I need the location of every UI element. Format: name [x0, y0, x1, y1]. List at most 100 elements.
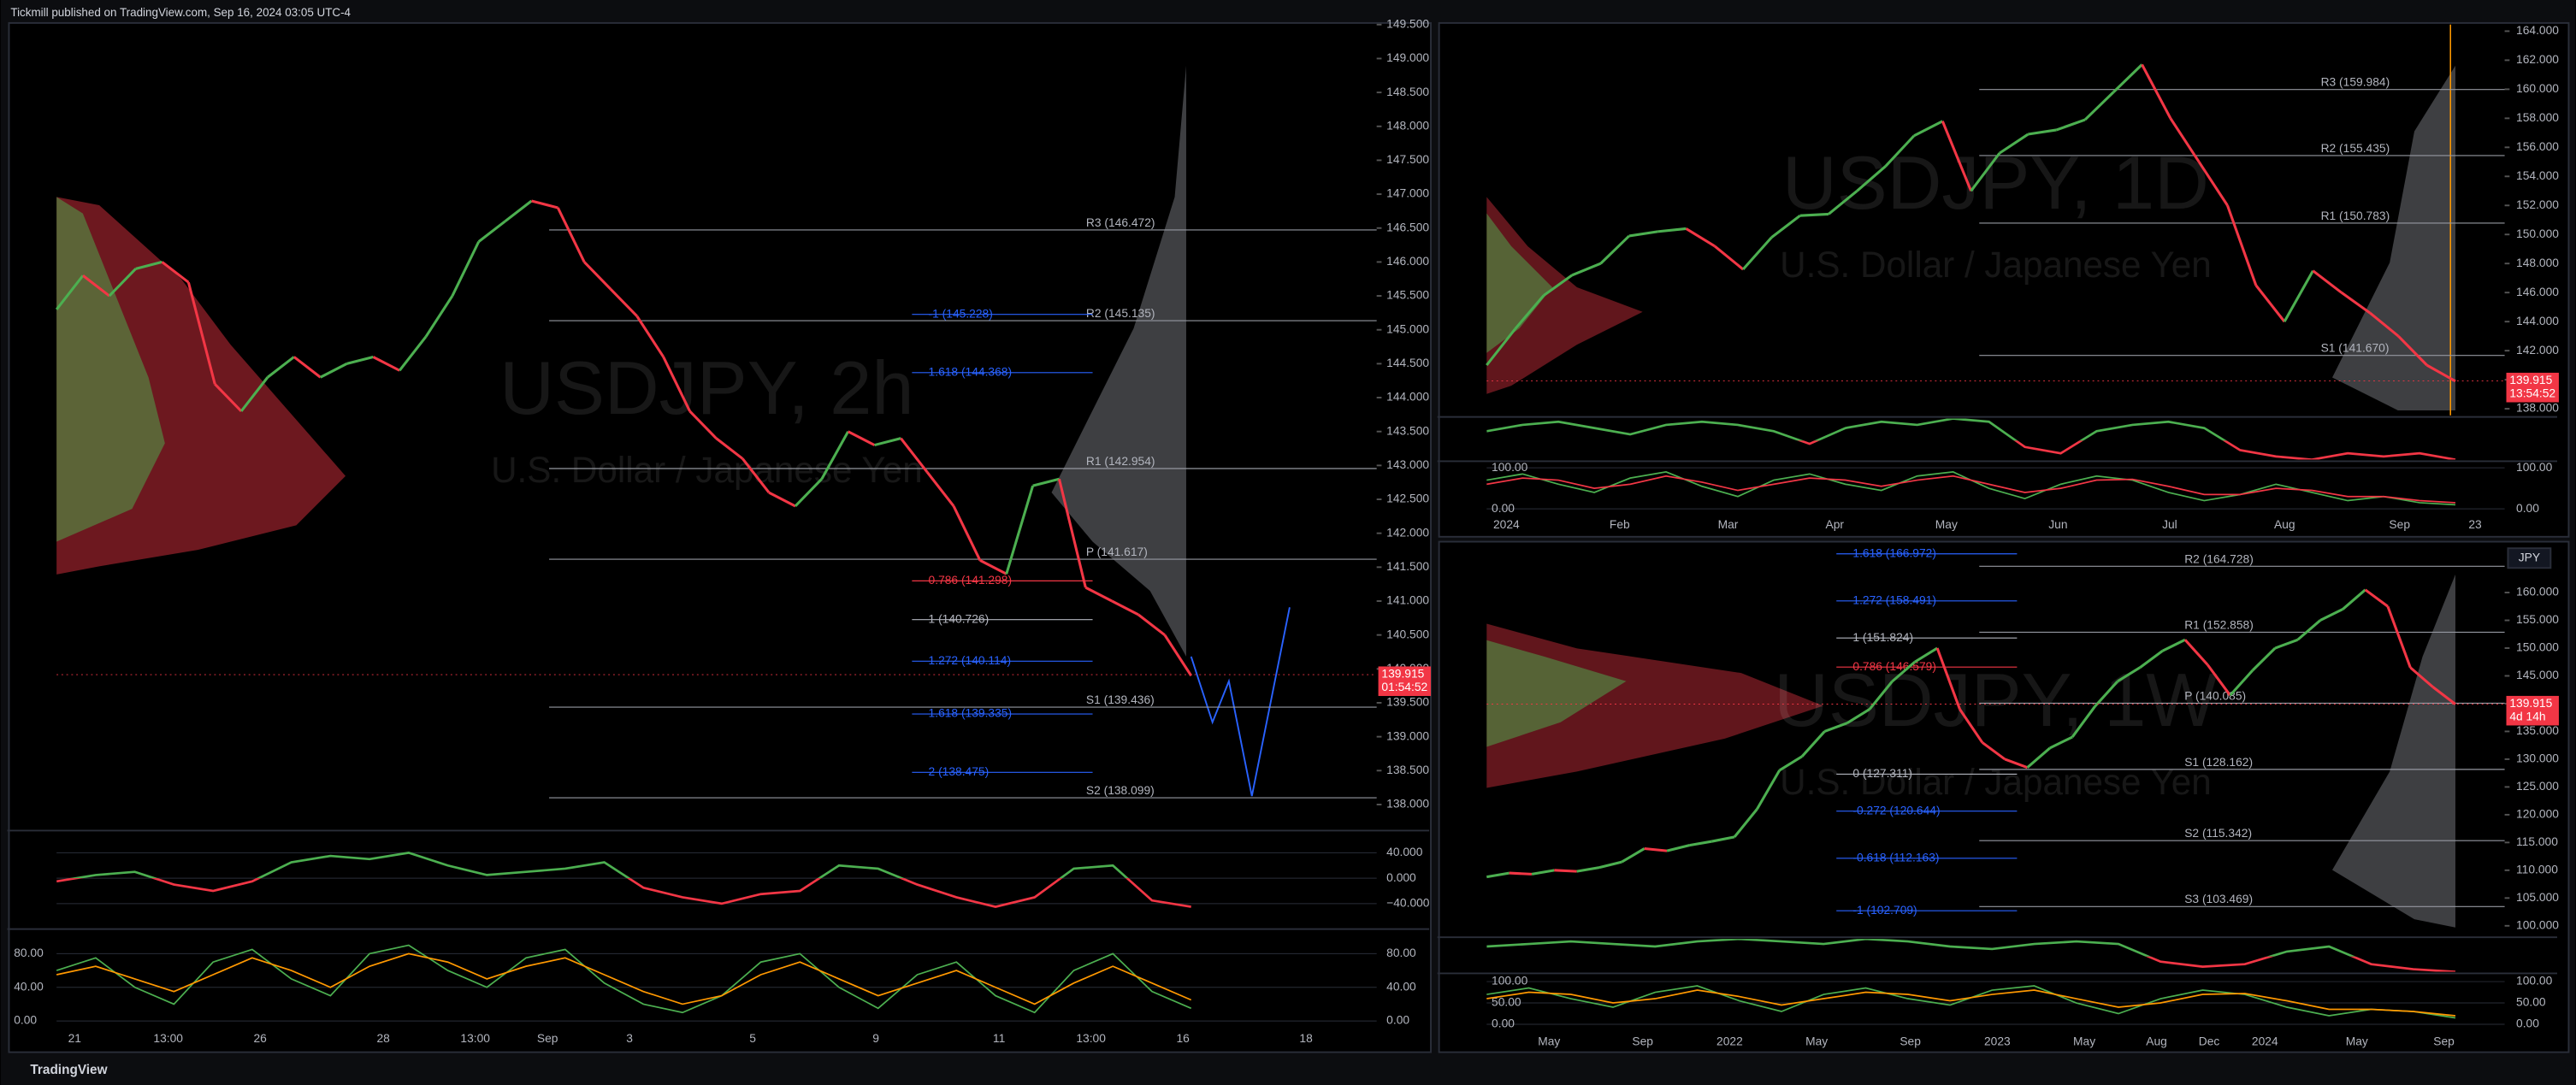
indicator-tick-label-left: 0.00 [1492, 501, 1515, 515]
price-segment [2112, 63, 2143, 93]
pivot-label: R3 (159.984) [2321, 75, 2390, 89]
y-tick-label: 141.500 [1386, 559, 1429, 573]
price-segment [2226, 204, 2258, 286]
pivot-label: P (141.617) [1086, 545, 1148, 558]
pivot-label: P (140.085) [2184, 688, 2246, 702]
price-segment [2117, 666, 2142, 683]
volume-profile [2332, 65, 2455, 410]
price-segment [1628, 230, 1658, 238]
price-label: 139.915 [2509, 696, 2552, 710]
fib-label: 1.618 (139.335) [929, 706, 1013, 720]
x-tick-label: Aug [2146, 1035, 2167, 1048]
price-segment [874, 437, 901, 447]
y-tick-label: 135.000 [2516, 723, 2559, 737]
x-tick-label: 2024 [1493, 517, 1520, 531]
indicator-tick-label: 0.00 [2516, 501, 2539, 515]
x-tick-label: Apr [1826, 517, 1845, 531]
y-tick-label: 147.000 [1386, 186, 1429, 200]
x-tick-label: Aug [2274, 517, 2295, 531]
price-segment [2312, 269, 2343, 294]
x-tick-label: Sep [2433, 1035, 2455, 1048]
y-tick-label: 139.000 [1386, 728, 1429, 742]
price-segment [794, 478, 823, 508]
y-tick-label: 156.000 [2516, 139, 2559, 153]
fib-label: -0.618 (112.163) [1852, 850, 1939, 864]
x-tick-label: 16 [1176, 1031, 1190, 1045]
price-segment [2028, 128, 2057, 136]
pivot-label: S1 (139.436) [1086, 693, 1155, 706]
y-tick-label: 162.000 [2516, 52, 2559, 66]
y-tick-label: 138.000 [2516, 401, 2559, 415]
price-segment [2340, 291, 2371, 315]
y-tick-label: 148.500 [1386, 85, 1429, 98]
price-segment [239, 376, 269, 412]
y-tick-label: 145.000 [2516, 668, 2559, 681]
y-tick-label: 144.500 [1386, 356, 1429, 369]
x-tick-label: Sep [1900, 1035, 1921, 1048]
y-tick-label: 105.000 [2516, 890, 2559, 904]
price-segment [267, 356, 295, 379]
y-tick-label: 138.500 [1386, 763, 1429, 776]
price-segment [2274, 638, 2299, 650]
x-tick-label: May [1538, 1035, 1560, 1048]
y-tick-label: 120.000 [2516, 807, 2559, 821]
price-segment [583, 261, 612, 291]
indicator-tick-label-left: 100.00 [1492, 974, 1528, 988]
panel-2h [8, 21, 1432, 1053]
price-segment [1981, 741, 2006, 761]
price-segment [609, 288, 638, 317]
y-tick-label: 125.000 [2516, 779, 2559, 793]
price-label-box [1378, 666, 1432, 697]
indicator-tick-label: 0.000 [1386, 870, 1416, 884]
price-segment [2251, 646, 2277, 672]
price-segment [1799, 212, 1829, 217]
indicator-line [56, 944, 1192, 1014]
price-segment [2431, 686, 2456, 705]
x-tick-label: 2023 [1984, 1035, 2011, 1048]
price-segment [662, 356, 691, 412]
price-segment [424, 295, 454, 338]
volume-profile [1486, 213, 1553, 353]
pivot-label: R2 (145.135) [1086, 306, 1155, 320]
price-segment [1111, 599, 1139, 616]
indicator-tick-label-left: 40.00 [14, 979, 44, 993]
fib-label: 1.618 (166.972) [1852, 545, 1936, 559]
price-segment [1999, 133, 2029, 155]
y-tick-label: 145.500 [1386, 288, 1429, 302]
price-segment [2342, 588, 2366, 610]
x-tick-label: 28 [376, 1031, 390, 1045]
x-tick-label: May [2346, 1035, 2368, 1048]
indicator-tick-label-left: 50.00 [1492, 995, 1521, 1009]
y-tick-label: 152.000 [2516, 198, 2559, 211]
x-tick-label: 13:00 [460, 1031, 490, 1045]
y-tick-label: 148.000 [1386, 118, 1429, 132]
pivot-label: S1 (128.162) [2184, 755, 2253, 769]
price-segment [2049, 735, 2073, 750]
price-segment [2296, 619, 2321, 641]
price-segment [1959, 708, 1984, 744]
pivot-label: R3 (146.472) [1086, 215, 1155, 229]
price-segment [1486, 327, 1516, 367]
price-segment [1057, 478, 1087, 588]
indicator-tick-label: 100.00 [2516, 974, 2553, 988]
y-tick-label: 115.000 [2516, 834, 2558, 848]
y-tick-label: 140.500 [1386, 627, 1429, 640]
price-segment [1543, 274, 1574, 297]
price-segment [1713, 245, 1745, 271]
volume-profile [1486, 197, 1643, 394]
price-segment [1571, 262, 1602, 277]
price-segment [1770, 214, 1801, 239]
price-segment [900, 437, 929, 474]
price-segment [1891, 661, 1916, 683]
x-tick-label: Dec [2199, 1035, 2220, 1048]
fib-label: 1.272 (140.114) [929, 653, 1012, 667]
price-segment [319, 363, 348, 379]
price-segment [715, 437, 744, 460]
x-tick-label: 5 [749, 1031, 756, 1045]
y-tick-label: 149.000 [1386, 50, 1429, 64]
price-segment [1711, 835, 1735, 843]
y-tick-label: 150.000 [2516, 227, 2559, 240]
price-segment [2094, 680, 2119, 708]
indicator-tick-label: 80.00 [1386, 946, 1416, 959]
